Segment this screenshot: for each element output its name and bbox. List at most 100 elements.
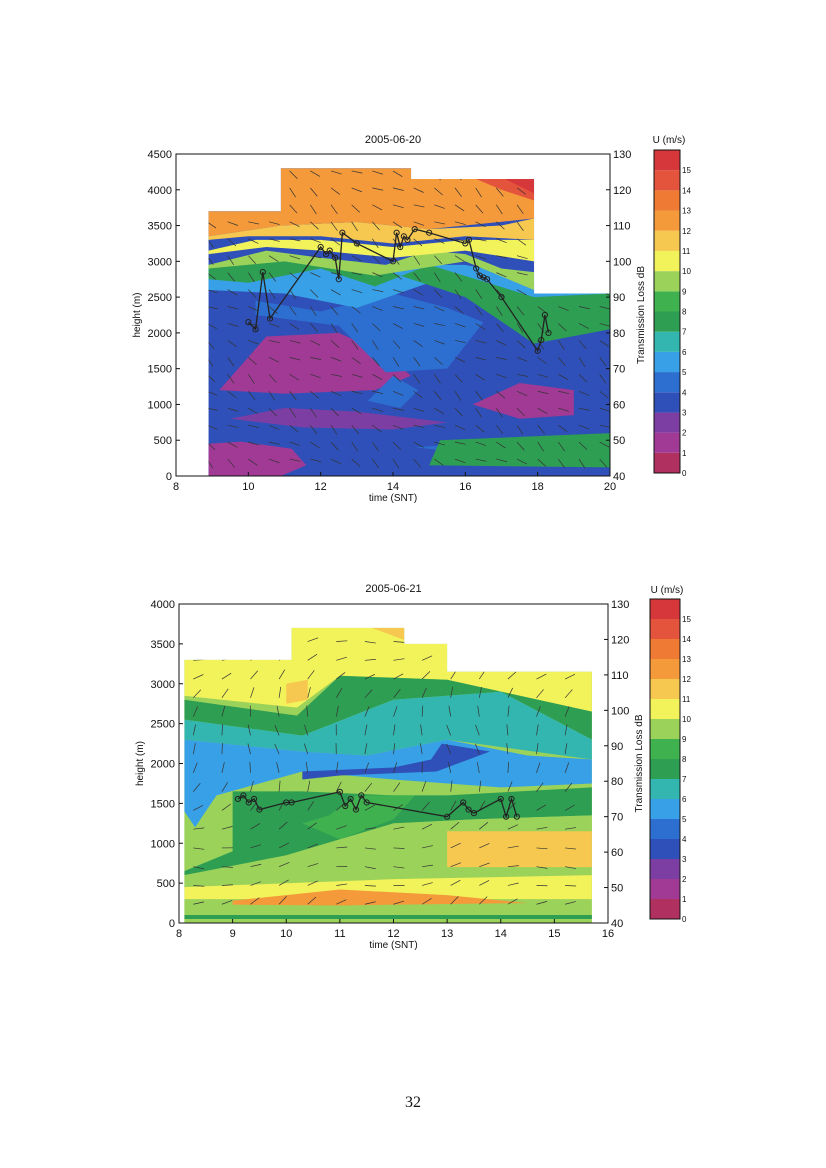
wind-arrow: [434, 391, 442, 401]
wind-arrow: [578, 272, 588, 280]
wind-arrow: [475, 743, 480, 755]
chart-2005-06-21: 8 9 10 11 12 13 14 15 16050010001500200025003000…: [135, 583, 691, 951]
contour-field: [184, 619, 605, 923]
wind-arrow: [393, 689, 401, 699]
wind-arrow: [221, 826, 233, 830]
wind-arrow: [578, 238, 586, 248]
wind-arrow: [248, 204, 259, 209]
colorbar-segment: [654, 170, 680, 191]
wind-arrow: [516, 323, 524, 333]
wind-arrow: [516, 458, 528, 465]
wind-arrow: [268, 458, 280, 464]
wind-arrow: [289, 340, 301, 344]
wind-arrow: [422, 882, 433, 886]
contour-band: [230, 408, 448, 430]
wind-arrow: [537, 255, 548, 262]
wind-arrow: [479, 619, 489, 623]
colorbar-tick-label: 11: [682, 247, 691, 256]
wind-arrow: [307, 880, 318, 886]
wind-arrow: [477, 705, 480, 717]
wind-arrow: [507, 882, 519, 886]
wind-arrow: [364, 724, 368, 736]
wind-arrow: [186, 307, 196, 311]
wind-arrow: [496, 204, 503, 215]
transmission-loss-point: [538, 336, 545, 344]
wind-arrow: [364, 658, 376, 661]
colorbar-tick-label: 15: [682, 166, 691, 175]
wind-arrow: [268, 170, 276, 181]
colorbar-segment: [650, 779, 680, 799]
wind-arrow: [496, 390, 506, 399]
transmission-loss-point: [358, 792, 365, 799]
wind-arrow: [594, 688, 599, 698]
wind-arrow: [516, 238, 527, 246]
wind-arrow: [330, 323, 338, 333]
wind-arrow: [536, 847, 548, 850]
contour-band: [505, 179, 535, 194]
wind-arrow: [599, 357, 607, 367]
wind-arrow: [476, 762, 480, 773]
wind-arrow: [558, 187, 570, 191]
y-axis-label: height (m): [132, 292, 143, 337]
wind-arrow: [289, 424, 299, 433]
wind-arrow: [289, 306, 297, 316]
wind-arrow: [250, 638, 262, 642]
wind-arrow: [454, 357, 466, 363]
wind-arrow: [422, 845, 433, 849]
colorbar-tick-label: 13: [682, 207, 691, 216]
wind-arrow: [268, 407, 277, 417]
wind-arrow: [537, 357, 547, 365]
x-tick-label: 20: [604, 481, 616, 493]
wind-arrow: [193, 847, 205, 850]
wind-arrow: [537, 289, 549, 294]
wind-arrow: [564, 743, 568, 755]
wind-arrow: [448, 762, 452, 773]
wind-arrow: [599, 272, 607, 282]
wind-arrow: [393, 826, 405, 830]
transmission-loss-point: [245, 319, 252, 326]
wind-arrow: [208, 289, 218, 294]
wind-arrow: [392, 374, 402, 383]
wind-arrow: [564, 724, 568, 736]
wind-arrow: [565, 641, 577, 644]
wind-arrow: [413, 170, 422, 180]
wind-arrow: [308, 619, 318, 622]
wind-arrow: [289, 255, 301, 260]
transmission-loss-point: [460, 799, 467, 806]
transmission-loss-point: [352, 806, 360, 813]
wind-arrow: [330, 357, 342, 362]
colorbar-segment: [654, 452, 680, 473]
wind-arrow: [479, 843, 490, 849]
wind-arrow: [594, 657, 604, 661]
wind-arrow: [392, 272, 402, 280]
wind-arrow: [268, 221, 280, 225]
wind-arrow: [208, 374, 216, 383]
y-tick-label: 500: [154, 435, 172, 447]
wind-arrow: [475, 357, 487, 361]
wind-arrow: [247, 743, 251, 755]
wind-arrow: [564, 762, 570, 773]
contour-band: [302, 743, 491, 780]
wind-arrow: [310, 255, 322, 259]
wind-arrow: [268, 357, 280, 363]
wind-arrow: [208, 221, 217, 229]
wind-arrow: [372, 424, 382, 433]
wind-arrow: [221, 688, 229, 699]
wind-arrow: [599, 458, 608, 468]
transmission-loss-point: [404, 236, 411, 243]
wind-arrow: [248, 306, 259, 312]
wind-arrow: [248, 357, 257, 365]
wind-arrow: [434, 204, 445, 209]
wind-arrow: [330, 238, 341, 246]
wind-arrow: [421, 802, 430, 811]
contour-band: [447, 831, 592, 868]
wind-arrow: [594, 640, 605, 641]
wind-arrow: [351, 424, 359, 434]
wind-arrow: [537, 623, 548, 625]
x-tick-label: 16: [602, 928, 614, 940]
wind-arrow: [193, 901, 205, 905]
wind-arrow: [413, 374, 421, 384]
wind-vectors: [186, 170, 611, 469]
colorbar-segment: [650, 719, 680, 739]
wind-arrow: [475, 374, 486, 381]
